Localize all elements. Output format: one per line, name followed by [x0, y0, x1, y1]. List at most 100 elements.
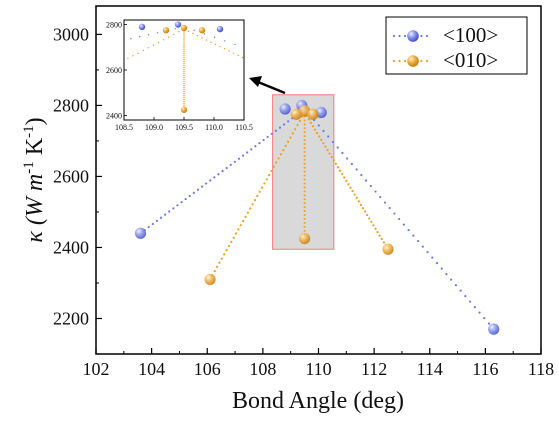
series-dot: [454, 284, 457, 287]
legend-label-100: <100>: [443, 23, 498, 47]
inset-dot: [178, 31, 180, 33]
inset-dot: [157, 41, 160, 44]
inset-dot: [183, 96, 185, 99]
series-dot: [151, 222, 154, 226]
inset-dot: [183, 86, 185, 89]
inset-dot: [147, 34, 150, 36]
series-dot: [379, 195, 382, 199]
x-tick-label: 114: [417, 359, 443, 379]
series-dot: [282, 123, 286, 126]
series-dot: [459, 289, 462, 292]
y-axis-label-end: ): [22, 117, 48, 125]
series-dot: [483, 317, 486, 320]
inset-dot: [168, 36, 170, 38]
series-dot: [303, 146, 306, 149]
inset-dot: [183, 94, 185, 97]
inset-dot: [183, 78, 185, 81]
series-dot: [233, 160, 236, 163]
inset-dot: [183, 64, 185, 67]
series-dot: [324, 145, 327, 148]
inset-dot: [156, 32, 159, 34]
series-dot: [258, 190, 261, 193]
x-tick-label: 104: [138, 359, 165, 379]
series-dot: [307, 118, 310, 121]
x-axis-label: Bond Angle (deg): [232, 388, 404, 414]
series-dot: [155, 219, 159, 222]
y-tick-label: 2200: [53, 308, 89, 328]
inset-dot: [183, 70, 185, 73]
series-dot: [370, 220, 373, 224]
inset-x-tick-label: 109.0: [145, 123, 163, 132]
series-dot: [326, 149, 329, 152]
series-dot: [237, 157, 241, 160]
data-point-marker: [134, 227, 147, 239]
series-dot: [364, 179, 368, 182]
series-dot: [251, 203, 254, 206]
y-tick-label: 2800: [53, 95, 89, 115]
highlight-box: [272, 94, 335, 250]
series-dot: [487, 322, 491, 325]
inset-dot: [139, 36, 141, 38]
series-dot: [256, 194, 259, 198]
series-dot: [270, 169, 273, 173]
inset-dot: [232, 52, 235, 54]
inset-dot: [183, 76, 185, 79]
inset-dot: [183, 60, 185, 63]
series-dot: [188, 194, 191, 198]
series-dot: [331, 140, 335, 144]
x-tick-label: 112: [361, 359, 387, 379]
series-dot: [260, 186, 264, 189]
series-dot: [220, 257, 223, 260]
inset-dot: [196, 34, 199, 37]
series-dot: [263, 182, 266, 185]
inset-dot: [203, 33, 206, 35]
series-dot: [473, 306, 476, 309]
series-dot: [223, 253, 226, 256]
series-dot: [303, 217, 306, 220]
series-dot: [374, 227, 377, 230]
series-dot: [258, 142, 261, 145]
series-dot: [366, 213, 369, 217]
inset-dot: [183, 42, 185, 44]
inset-dot: [152, 44, 155, 46]
series-dot: [277, 157, 280, 160]
inset-dot: [183, 50, 185, 52]
callout-arrow: [249, 76, 286, 95]
inset-dot: [241, 56, 244, 59]
inset-x-tick-label: 109.5: [175, 123, 193, 132]
series-dot: [341, 151, 344, 155]
inset-dot: [173, 33, 175, 36]
legend-marker: [407, 55, 419, 67]
series-dot: [311, 125, 315, 128]
series-dot: [398, 217, 401, 221]
series-dot: [242, 219, 245, 223]
series-dot: [205, 182, 208, 185]
series-dot: [332, 159, 335, 162]
series-dot: [374, 190, 377, 193]
legend-line-dot: [420, 34, 423, 38]
legend-marker: [407, 30, 419, 42]
inset-dot: [183, 54, 185, 57]
inset-dot: [224, 40, 226, 42]
series-dot: [303, 119, 306, 122]
series-dot: [303, 206, 306, 209]
series-dot: [270, 132, 273, 135]
series-dot: [249, 207, 252, 210]
series-dot: [303, 213, 306, 216]
legend-line-dot: [425, 34, 429, 38]
series-dot: [217, 173, 220, 176]
series-dot: [213, 269, 216, 273]
inset-dot: [183, 92, 185, 95]
callout-arrow-line: [257, 80, 286, 95]
series-dotted-curves: [143, 110, 491, 325]
series-dot: [327, 135, 330, 138]
inset-dot: [183, 62, 185, 65]
inset-dot: [193, 29, 195, 32]
series-dot: [303, 229, 306, 232]
y-axis-label-main: κ (W m: [22, 174, 48, 243]
series-dot: [322, 129, 325, 133]
series-dot: [393, 212, 396, 215]
series-dot: [303, 170, 306, 173]
series-dot: [253, 199, 257, 202]
series-dot: [147, 225, 150, 229]
